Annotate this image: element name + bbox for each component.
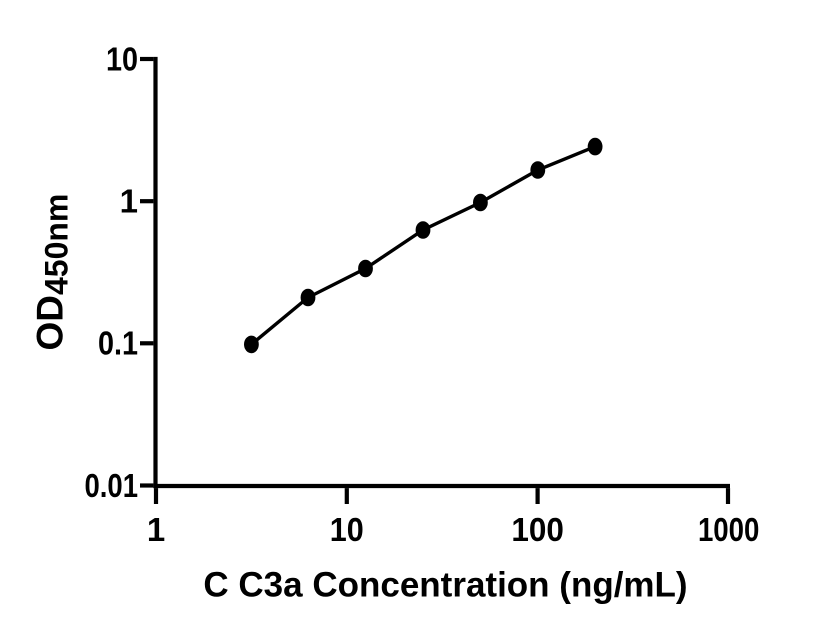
svg-text:10: 10 xyxy=(106,40,138,77)
svg-text:0.1: 0.1 xyxy=(98,325,138,362)
svg-text:C C3a Concentration (ng/mL): C C3a Concentration (ng/mL) xyxy=(203,566,687,605)
svg-text:100: 100 xyxy=(511,511,564,548)
svg-text:10: 10 xyxy=(330,511,364,548)
svg-text:1: 1 xyxy=(147,511,165,548)
svg-text:1: 1 xyxy=(120,183,138,220)
svg-text:0.01: 0.01 xyxy=(85,467,139,504)
svg-text:1000: 1000 xyxy=(698,511,760,548)
svg-text:OD450nm: OD450nm xyxy=(30,194,75,351)
